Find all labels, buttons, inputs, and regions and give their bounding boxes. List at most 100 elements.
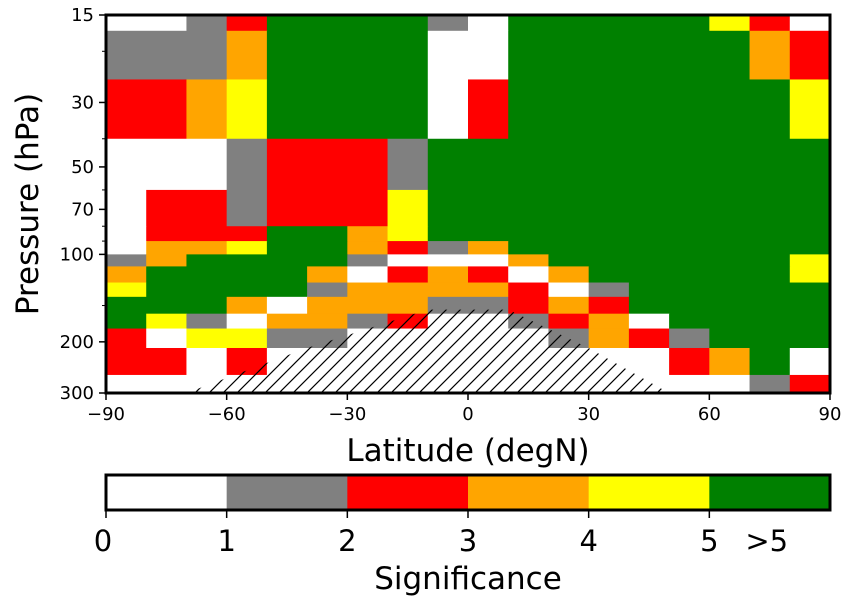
heatmap-cell — [266, 226, 348, 242]
y-tick-label: 100 — [60, 244, 94, 265]
y-tick-label: 70 — [71, 199, 94, 220]
heatmap-cell — [789, 30, 830, 80]
colorbar-tick-label: >5 — [745, 524, 788, 558]
heatmap-cell — [106, 266, 147, 284]
heatmap-cell — [387, 226, 429, 242]
heatmap-cell — [387, 241, 429, 255]
heatmap-cell — [789, 79, 830, 140]
colorbar-tick-label: 1 — [217, 524, 235, 558]
y-tick-label: 50 — [71, 157, 94, 178]
heatmap-cell — [146, 328, 187, 349]
colorbar-ticks: 0 1 2 3 4 5 >5 — [94, 510, 788, 558]
heatmap-cell — [266, 241, 348, 255]
x-tick-label: 60 — [698, 404, 721, 425]
heatmap-cell — [709, 328, 830, 349]
colorbar-bin — [588, 475, 710, 510]
colorbar-bin — [468, 475, 590, 510]
heatmap-cell — [548, 296, 590, 315]
heatmap-cell — [347, 226, 389, 242]
heatmap-cell — [789, 266, 830, 284]
axes: −90 −60 −30 0 30 60 90 15 30 50 70 100 200 300 — [60, 5, 842, 425]
x-tick-label: −30 — [328, 404, 366, 425]
heatmap-cell — [628, 282, 830, 298]
heatmap-cell — [226, 30, 268, 80]
heatmap-cell — [508, 241, 830, 255]
heatmap-cell — [508, 296, 549, 315]
heatmap-cell — [186, 254, 348, 267]
colorbar — [106, 475, 831, 510]
heatmap-cell — [106, 313, 147, 330]
heatmap-cell — [307, 296, 429, 315]
y-axis-label: Pressure (hPa) — [10, 93, 46, 315]
heatmap-cell — [548, 266, 590, 284]
heatmap-cell — [709, 347, 751, 376]
heatmap-cell — [468, 15, 509, 32]
heatmap-cell — [628, 296, 830, 315]
heatmap-cell — [186, 347, 228, 376]
heatmap-cell — [508, 15, 710, 32]
heatmap-cell — [186, 15, 228, 32]
heatmap-cell — [749, 374, 791, 393]
y-tick-label: 300 — [60, 383, 94, 404]
y-tick-label: 200 — [60, 332, 94, 353]
heatmap-cell — [307, 266, 348, 284]
heatmap-cell — [669, 313, 830, 330]
heatmap-cell — [749, 347, 791, 376]
heatmap-cell — [588, 328, 630, 349]
heatmap-cell — [548, 282, 590, 298]
heatmap-cell — [226, 241, 268, 255]
heatmap-cell — [146, 313, 187, 330]
heatmap-cell — [387, 138, 429, 191]
heatmap-cell — [226, 189, 268, 227]
heatmap-cell — [226, 15, 268, 32]
x-tick-label: 30 — [577, 404, 600, 425]
heatmap-cell — [186, 313, 228, 330]
heatmap-cell — [508, 79, 791, 140]
heatmap-cell — [266, 79, 429, 140]
x-tick-label: −60 — [208, 404, 246, 425]
heatmap-cell — [146, 189, 228, 227]
heatmap-cell — [266, 15, 429, 32]
colorbar-tick-label: 0 — [94, 524, 112, 558]
colorbar-label: Significance — [374, 561, 562, 596]
heatmap-cell — [387, 189, 429, 227]
heatmap-cell — [226, 138, 268, 191]
heatmap-cell — [508, 30, 751, 80]
heatmap-cell — [427, 226, 830, 242]
heatmap-cell — [427, 138, 830, 191]
x-axis-label: Latitude (degN) — [346, 433, 589, 469]
heatmap-cell — [266, 138, 389, 191]
heatmap-cell — [106, 79, 187, 140]
heatmap-cell — [106, 226, 147, 242]
heatmap-cell — [106, 30, 228, 80]
heatmap-cells — [106, 15, 830, 393]
heatmap-cell — [468, 241, 509, 255]
heatmap-cell — [669, 328, 710, 349]
heatmap-cell — [427, 241, 469, 255]
heatmap-cell — [347, 266, 389, 284]
heatmap-cell — [628, 313, 670, 330]
heatmap-cell — [146, 241, 228, 255]
heatmap-cell — [226, 313, 268, 330]
heatmap-cell — [749, 30, 791, 80]
heatmap-cell — [387, 254, 509, 267]
heatmap-cell — [548, 254, 791, 267]
heatmap-cell — [106, 254, 147, 267]
colorbar-tick-label: 5 — [700, 524, 718, 558]
heatmap-cell — [588, 266, 791, 284]
colorbar-bin — [106, 475, 228, 510]
heatmap-cell — [588, 296, 630, 315]
heatmap-cell — [106, 189, 147, 227]
heatmap-cell — [347, 313, 389, 330]
heatmap-cell — [508, 266, 549, 284]
heatmap-cell — [307, 282, 348, 298]
heatmap-cell — [146, 254, 187, 267]
hatched-area — [186, 309, 670, 393]
heatmap-cell — [106, 282, 147, 298]
heatmap-cell — [226, 296, 268, 315]
y-tick-label: 15 — [71, 5, 94, 26]
heatmap-cell — [789, 15, 830, 32]
heatmap-cell — [628, 328, 670, 349]
heatmap-cell — [106, 347, 187, 376]
